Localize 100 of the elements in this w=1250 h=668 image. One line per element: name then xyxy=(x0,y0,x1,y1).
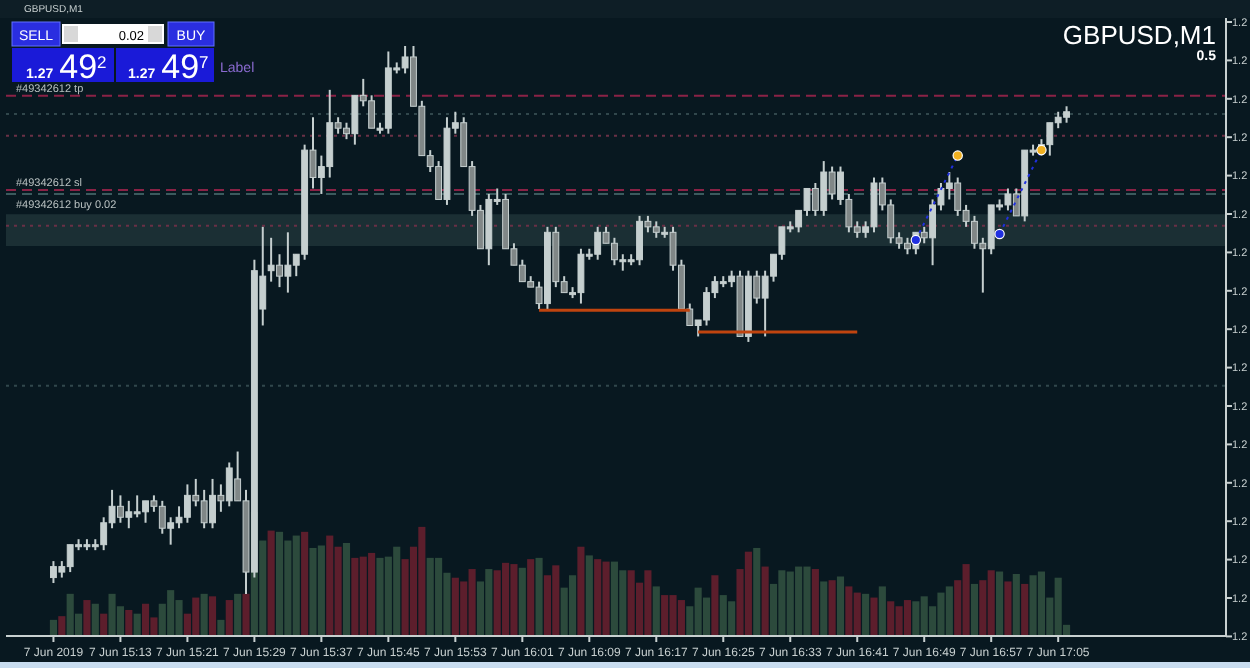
bar xyxy=(552,565,560,636)
bar xyxy=(728,601,736,636)
bar xyxy=(862,593,870,636)
candlestick xyxy=(116,494,124,524)
bar xyxy=(795,566,803,636)
candlestick xyxy=(158,499,166,535)
bar xyxy=(200,593,208,636)
bar xyxy=(451,577,459,636)
bar xyxy=(594,559,602,636)
bar xyxy=(903,600,912,636)
bar xyxy=(937,592,945,636)
bar xyxy=(309,547,317,636)
bar xyxy=(987,570,995,636)
bar xyxy=(351,557,359,636)
bar xyxy=(234,593,242,636)
bar xyxy=(652,586,660,636)
bar xyxy=(141,603,150,636)
bar xyxy=(502,562,510,636)
bar xyxy=(242,593,250,636)
bar xyxy=(426,557,434,636)
bar xyxy=(133,613,141,636)
candlestick xyxy=(351,94,359,146)
bar xyxy=(468,569,476,636)
bar xyxy=(100,613,108,636)
bar xyxy=(326,535,334,636)
bar xyxy=(962,564,970,636)
bar xyxy=(49,619,57,636)
bar xyxy=(1021,583,1029,636)
bar xyxy=(895,606,903,636)
bar xyxy=(753,547,761,636)
bar xyxy=(359,556,367,636)
bar xyxy=(778,570,786,636)
candlestick xyxy=(225,461,233,508)
bar xyxy=(393,546,401,636)
candlestick xyxy=(368,94,376,130)
point xyxy=(952,150,963,161)
bar xyxy=(301,531,309,636)
bar xyxy=(912,601,920,636)
bar xyxy=(836,576,845,636)
bar xyxy=(167,590,175,636)
bar xyxy=(811,569,819,636)
candlestick xyxy=(577,247,585,305)
bar xyxy=(711,575,719,636)
bar xyxy=(887,601,895,636)
bar xyxy=(1037,571,1045,636)
candlestick xyxy=(209,477,216,530)
bar xyxy=(217,619,225,636)
bar xyxy=(342,543,351,636)
bar xyxy=(510,564,518,636)
candlestick xyxy=(133,494,141,519)
bar xyxy=(610,561,618,636)
bar xyxy=(644,570,652,636)
bar xyxy=(970,583,979,636)
bar xyxy=(435,557,443,636)
bar xyxy=(275,531,284,636)
candlestick xyxy=(200,488,208,530)
bar xyxy=(259,540,267,636)
bar xyxy=(744,551,752,636)
bar xyxy=(418,526,426,636)
bar xyxy=(1029,575,1037,636)
bar xyxy=(853,592,861,636)
bar xyxy=(786,571,794,636)
candlestick xyxy=(284,231,292,294)
bar xyxy=(192,597,200,636)
candlestick xyxy=(142,499,149,524)
bar xyxy=(368,552,376,636)
bar xyxy=(803,566,811,636)
bar xyxy=(225,600,233,636)
bar xyxy=(91,603,99,636)
bar xyxy=(719,595,727,636)
bar xyxy=(761,566,769,636)
candlestick xyxy=(1046,121,1054,157)
bar xyxy=(602,561,610,636)
candlestick xyxy=(987,203,995,256)
candlestick xyxy=(66,543,74,574)
bar xyxy=(518,567,526,636)
candlestick xyxy=(636,214,643,267)
bar xyxy=(569,575,577,636)
bar xyxy=(535,557,543,636)
bar xyxy=(493,570,501,636)
bar xyxy=(669,595,677,636)
candlestick xyxy=(1004,187,1012,212)
candlestick xyxy=(610,236,618,267)
bar xyxy=(677,600,685,636)
bar xyxy=(577,546,585,636)
bar xyxy=(619,570,627,636)
bar xyxy=(208,596,217,636)
point xyxy=(994,228,1005,240)
point xyxy=(1036,144,1047,156)
bar xyxy=(1054,577,1062,636)
candlestick xyxy=(820,160,828,217)
candlestick xyxy=(971,214,978,250)
bar xyxy=(820,581,828,636)
bar xyxy=(317,545,325,636)
bar xyxy=(485,569,493,636)
bar xyxy=(1004,581,1012,636)
bar xyxy=(527,559,535,636)
bar xyxy=(878,586,886,636)
bar xyxy=(661,595,669,636)
bar xyxy=(125,609,133,636)
